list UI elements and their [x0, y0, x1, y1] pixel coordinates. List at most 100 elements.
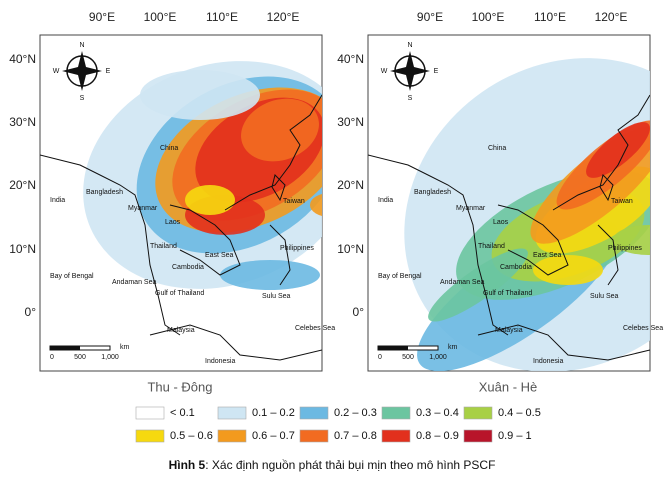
compass-letter: E — [106, 68, 111, 75]
coastline — [599, 174, 614, 202]
heat-area — [586, 122, 650, 178]
place-label: Bay of Bengal — [50, 273, 94, 280]
figure-caption: Hình 5: Xác định nguồn phát thải bụi mịn… — [169, 458, 496, 472]
lat-label: 0° — [25, 305, 37, 319]
place-label: Myanmar — [128, 205, 158, 212]
place-label: East Sea — [205, 252, 234, 259]
place-label: India — [50, 197, 65, 204]
coastline — [269, 224, 291, 286]
legend-swatch — [135, 429, 165, 443]
place-label: East Sea — [533, 252, 562, 259]
place-label: Cambodia — [500, 264, 532, 271]
place-label: Gulf of Thailand — [483, 290, 532, 297]
scale-bar-fill — [50, 346, 80, 350]
heat-area — [220, 260, 320, 290]
scale-label: 0 — [378, 354, 382, 361]
legend-swatch — [217, 406, 247, 420]
place-label: Celebes Sea — [295, 325, 335, 332]
figure-text: : Xác định nguồn phát thải bụi mịn theo … — [205, 458, 495, 472]
legend-swatch — [381, 429, 411, 443]
place-label: China — [160, 145, 178, 152]
lon-label: 120°E — [267, 10, 300, 24]
lat-label: 40°N — [9, 52, 36, 66]
compass-letter: S — [80, 95, 85, 102]
legend-label: 0.2 – 0.3 — [334, 407, 377, 419]
place-label: Bangladesh — [414, 189, 451, 196]
legend-swatch — [381, 406, 411, 420]
compass-letter: E — [434, 68, 439, 75]
place-label: China — [488, 145, 506, 152]
heat-field — [368, 58, 650, 371]
place-label: Gulf of Thailand — [155, 290, 204, 297]
lat-label: 30°N — [337, 115, 364, 129]
place-label: India — [378, 197, 393, 204]
lat-label: 20°N — [9, 178, 36, 192]
place-label: Taiwan — [283, 198, 305, 205]
place-label: Thailand — [150, 243, 177, 250]
figure-label: Hình 5 — [169, 458, 206, 472]
scale-label: km — [448, 344, 458, 351]
place-label: Philippines — [280, 245, 314, 252]
legend-swatch — [217, 429, 247, 443]
place-label: Andaman Sea — [112, 279, 156, 286]
legend-label: 0.9 – 1 — [498, 430, 532, 442]
legend-label: 0.8 – 0.9 — [416, 430, 459, 442]
coastline — [169, 204, 241, 276]
lat-label: 0° — [353, 305, 365, 319]
scale-label: 0 — [50, 354, 54, 361]
lon-label: 110°E — [534, 10, 566, 24]
legend-swatch — [135, 406, 165, 420]
heat-area — [428, 248, 528, 322]
lat-label: 30°N — [9, 115, 36, 129]
scale-label: 500 — [74, 354, 86, 361]
heat-area — [140, 70, 260, 120]
place-label: Indonesia — [533, 358, 563, 365]
place-label: Myanmar — [456, 205, 486, 212]
coastline — [271, 174, 286, 202]
legend-swatch — [463, 406, 493, 420]
lon-label: 120°E — [595, 10, 628, 24]
place-label: Cambodia — [172, 264, 204, 271]
compass-star — [62, 51, 102, 91]
compass-letter: N — [407, 42, 412, 49]
scale-label: 500 — [402, 354, 414, 361]
compass-letter: N — [79, 42, 84, 49]
coastline — [497, 204, 569, 276]
heat-area — [185, 185, 235, 215]
place-label: Laos — [165, 219, 181, 226]
place-label: Indonesia — [205, 358, 235, 365]
place-label: Sulu Sea — [262, 293, 291, 300]
legend-swatch — [463, 429, 493, 443]
place-label: Sulu Sea — [590, 293, 619, 300]
lon-label: 100°E — [144, 10, 177, 24]
place-label: Thailand — [478, 243, 505, 250]
lat-label: 10°N — [337, 242, 364, 256]
place-label: Celebes Sea — [623, 325, 663, 332]
coastline — [477, 324, 650, 361]
heat-field — [40, 61, 322, 361]
legend-label: < 0.1 — [170, 407, 195, 419]
place-label: Philippines — [608, 245, 642, 252]
scale-bar-fill — [378, 346, 408, 350]
lat-label: 20°N — [337, 178, 364, 192]
legend-label: 0.6 – 0.7 — [252, 430, 295, 442]
coastline — [552, 94, 650, 211]
coastline — [597, 224, 619, 286]
compass-letter: W — [381, 68, 388, 75]
heat-area — [533, 255, 603, 285]
lat-label: 10°N — [9, 242, 36, 256]
scale-label: 1,000 — [429, 354, 447, 361]
lon-label: 90°E — [89, 10, 115, 24]
compass-letter: S — [408, 95, 413, 102]
map-panel: 90°E 100°E 110°E 120°E 40°N 30°N 20°N 10°N 0° Chi… — [337, 10, 663, 394]
place-label: Bangladesh — [86, 189, 123, 196]
compass-star — [390, 51, 430, 91]
place-label: Malaysia — [167, 327, 195, 334]
legend-swatch — [299, 429, 329, 443]
map-caption: Thu - Đông — [147, 379, 212, 394]
legend-label: 0.3 – 0.4 — [416, 407, 459, 419]
place-label: Laos — [493, 219, 509, 226]
scale-label: km — [120, 344, 130, 351]
lon-label: 90°E — [417, 10, 443, 24]
